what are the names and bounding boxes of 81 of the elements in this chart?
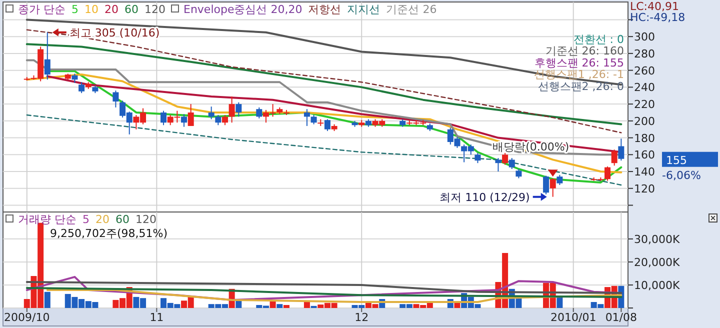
y-tick-label: 240 <box>634 81 655 94</box>
annotation: Envelope중심선 20,20 <box>184 3 302 16</box>
candlestick <box>208 106 214 120</box>
y-tick-label: 160 <box>634 148 655 162</box>
x-tick-label: 11 <box>150 311 164 324</box>
y-tick-label: 220 <box>634 98 655 112</box>
text: HC:-49,18 <box>630 11 686 24</box>
candlestick <box>112 90 119 108</box>
candlestick <box>474 152 481 164</box>
text: 10 <box>84 3 98 16</box>
series-label: 120 <box>144 3 166 16</box>
candlestick <box>228 96 235 124</box>
line-series <box>26 114 622 186</box>
text: 5 <box>72 3 78 16</box>
text: 20 <box>104 3 118 16</box>
text: 지지선 <box>347 3 380 16</box>
line-series <box>46 289 622 304</box>
x-tick-label: 01/08 <box>605 311 638 324</box>
y-tick-label: 30,000K <box>634 232 680 246</box>
text: 20 <box>96 213 110 226</box>
bar <box>44 292 50 308</box>
candlestick <box>310 114 317 125</box>
candlestick <box>508 158 515 170</box>
candlestick <box>72 73 78 84</box>
annotation: 최저 110 (12/29) <box>440 190 530 204</box>
x-tick-label: 12 <box>354 311 369 324</box>
line-series <box>26 43 622 126</box>
text: 5 <box>82 213 90 226</box>
annotation: 9,250,702주(98,51%) <box>50 227 168 240</box>
candlestick <box>222 114 228 126</box>
candlestick <box>304 108 310 126</box>
candlestick <box>324 118 330 132</box>
candlestick <box>618 138 624 162</box>
legend-title: 거래량 단순 <box>18 213 76 226</box>
text: 저항선 <box>308 3 342 16</box>
candlestick <box>502 152 508 166</box>
candlestick <box>604 166 611 182</box>
bar <box>283 305 290 308</box>
candlestick <box>181 114 188 128</box>
text: -6,06% <box>662 168 701 182</box>
line-series <box>26 280 622 294</box>
text: 기준선 26 <box>386 3 437 16</box>
annotation: 후행스팬 26: 155 <box>534 56 624 70</box>
candlestick <box>550 178 556 198</box>
line-series <box>26 286 622 298</box>
y-tick-label: 140 <box>634 166 655 179</box>
annotation: 최고 305 (10/16) <box>69 26 160 40</box>
annotation: 전환선 : 0 <box>573 33 624 46</box>
y-tick-label: 260 <box>634 64 655 78</box>
text: 155 <box>666 154 687 167</box>
y-tick-label: 20,000K <box>634 256 680 269</box>
candlestick <box>44 32 50 80</box>
x-tick-label: 2009/10 <box>4 311 50 324</box>
legend-title: 종가 단순 <box>18 3 66 16</box>
text: 60 <box>124 3 138 16</box>
y-tick-label: 10,000K <box>634 278 680 292</box>
candlestick <box>160 110 167 126</box>
candlestick <box>215 114 222 126</box>
candlestick <box>516 168 522 179</box>
line-series <box>26 29 622 134</box>
text: LC:40,91 <box>630 0 680 13</box>
candlestick <box>236 102 242 118</box>
candlestick <box>611 149 618 166</box>
candlestick <box>495 158 502 172</box>
y-tick-label: 300 <box>634 30 655 44</box>
x-tick-label: 2010/01 <box>550 311 596 324</box>
bar <box>304 302 310 308</box>
candlestick <box>556 174 563 186</box>
candlestick <box>78 82 85 94</box>
candlestick <box>188 104 194 126</box>
text: 60 <box>116 213 130 226</box>
bar <box>276 304 283 308</box>
bar <box>556 296 563 308</box>
y-tick-label: 180 <box>634 132 655 145</box>
candlestick <box>256 106 262 119</box>
y-tick-label: 120 <box>634 182 655 196</box>
annotation: 기준선 26: 160 <box>545 44 624 58</box>
y-tick-label: 200 <box>634 114 655 128</box>
text: 120 <box>136 213 156 226</box>
y-tick-label: 280 <box>634 47 655 60</box>
candlestick <box>543 175 550 195</box>
